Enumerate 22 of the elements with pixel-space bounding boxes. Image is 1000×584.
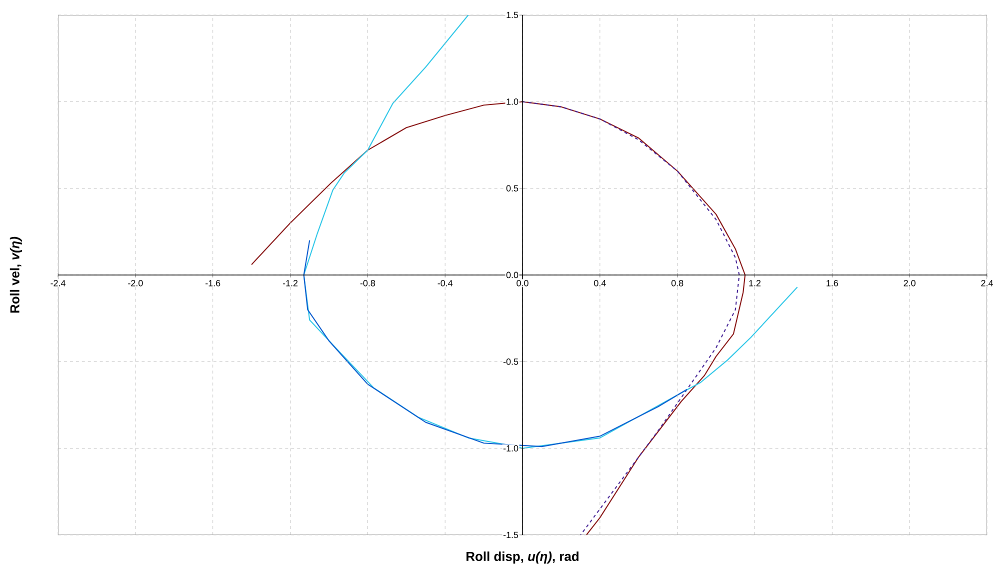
y-tick-label: -1.5 <box>503 532 518 538</box>
y-tick-label: -0.5 <box>503 358 518 365</box>
x-tick-label: -0.4 <box>438 280 453 286</box>
y-tick-label: 1.5 <box>506 12 518 18</box>
x-tick-label: -1.6 <box>206 280 220 286</box>
x-tick-label: -2.4 <box>50 280 66 286</box>
x-tick-label: 2.0 <box>904 280 916 286</box>
y-tick-label: -1.0 <box>503 445 518 452</box>
x-tick-label: -0.8 <box>360 280 376 286</box>
y-axis-title: Roll vel, v(η) <box>10 236 22 313</box>
y-tick-label: 0.0 <box>506 272 518 278</box>
y-tick-label: 0.5 <box>506 185 518 192</box>
y-tick-label: 1.0 <box>506 98 518 105</box>
x-tick-label: 2.4 <box>981 280 993 286</box>
x-tick-label: 1.6 <box>826 280 838 286</box>
x-tick-label: -2.0 <box>128 280 143 286</box>
x-tick-label: 0.4 <box>594 280 606 286</box>
x-tick-label: 0.8 <box>671 280 684 286</box>
x-tick-label: -1.2 <box>282 280 298 286</box>
x-tick-label: 0.0 <box>516 280 528 286</box>
x-axis-title: Roll disp, u(η), rad <box>466 551 578 564</box>
x-tick-label: 1.2 <box>749 280 761 286</box>
